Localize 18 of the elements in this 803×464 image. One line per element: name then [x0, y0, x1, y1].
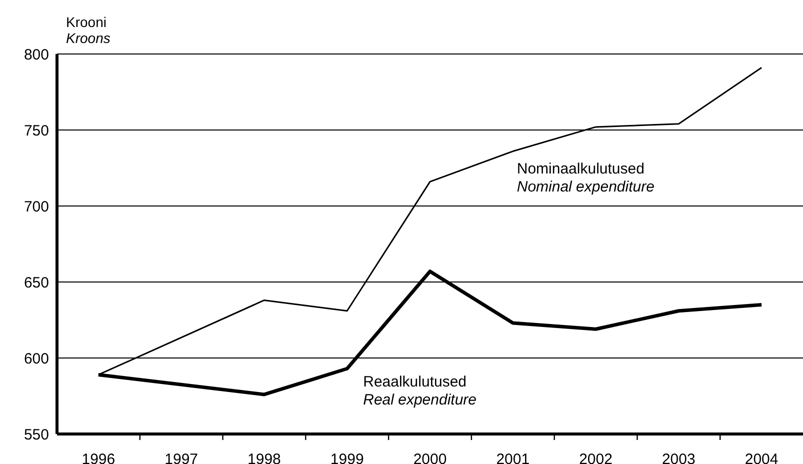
y-tick-label: 750	[24, 122, 49, 140]
y-tick-label: 700	[24, 198, 49, 216]
x-tick-label: 2000	[413, 451, 447, 464]
series-label: Nominaalkulutused Nominal expenditure	[516, 160, 654, 196]
y-tick-label: 800	[24, 46, 49, 64]
x-tick-label: 2001	[496, 451, 530, 464]
series-label: Reaalkulutused Real expenditure	[363, 374, 477, 409]
y-tick-label: 600	[24, 350, 49, 368]
x-tick-label: 2002	[579, 451, 612, 464]
x-tick-label: 1996	[82, 451, 116, 464]
x-tick-label: 2003	[662, 451, 696, 464]
y-tick-label: 650	[24, 274, 49, 292]
x-tick-label: 1998	[248, 451, 281, 464]
y-axis-title: Krooni Kroons	[66, 14, 110, 46]
x-tick-label: 1999	[330, 451, 364, 464]
x-tick-label: 1997	[164, 451, 198, 464]
y-tick-label: 550	[24, 426, 49, 444]
x-tick-label: 2004	[744, 451, 778, 464]
